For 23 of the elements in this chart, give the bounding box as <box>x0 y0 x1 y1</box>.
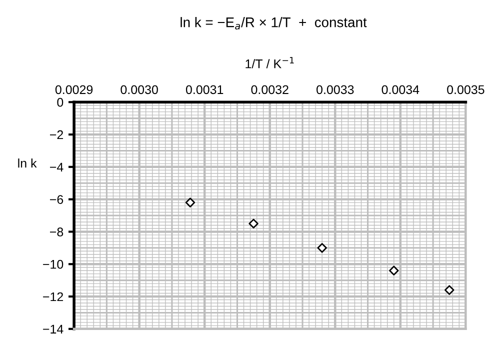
x-tick-label: 0.0035 <box>447 85 484 94</box>
x-tick-label: 0.0032 <box>251 85 288 94</box>
x-tick-label: 0.0033 <box>316 85 354 94</box>
y-tick-label: −14 <box>43 324 64 334</box>
y-tick-label: 0 <box>57 98 64 107</box>
y-axis-title: ln k <box>18 158 37 168</box>
x-tick-label: 0.0034 <box>382 85 420 94</box>
point <box>389 266 399 276</box>
y-tick-label: −4 <box>50 162 64 172</box>
y-tick-label: −10 <box>43 260 64 269</box>
x-tick-label: 0.0029 <box>55 85 93 94</box>
y-tick-label: −2 <box>50 130 64 140</box>
y-tick-label: −8 <box>50 228 64 236</box>
x-tick-label: 0.0031 <box>186 85 224 94</box>
x-axis-title: 1/T / K$^{−1}$ <box>246 56 294 68</box>
point <box>185 198 196 208</box>
point <box>248 218 258 228</box>
chart-title: ln k = −E$_{a}$/R × 1/T + constant <box>180 17 367 30</box>
point <box>444 285 454 295</box>
point <box>317 243 327 253</box>
x-tick-label: 0.0030 <box>120 85 158 94</box>
y-tick-label: −12 <box>43 292 64 302</box>
y-tick-label: −6 <box>50 195 64 204</box>
